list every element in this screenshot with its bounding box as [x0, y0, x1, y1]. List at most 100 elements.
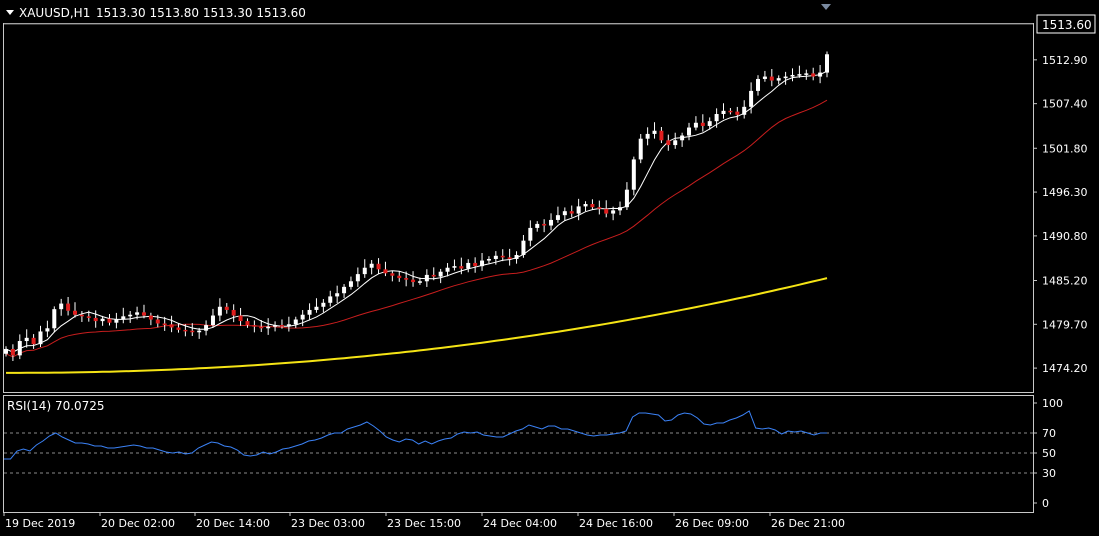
candle-body: [52, 309, 57, 329]
candle-body: [190, 330, 195, 333]
candle-body: [286, 324, 291, 326]
candle-body: [273, 325, 278, 327]
candle-body: [183, 329, 188, 332]
candle-body: [31, 337, 36, 345]
candle-body: [797, 74, 802, 76]
candle-body: [238, 315, 243, 322]
candle-body: [121, 316, 126, 320]
symbol-label: XAUUSD,H1: [19, 6, 90, 20]
candle-body: [66, 303, 71, 311]
rsi-tick-label: 30: [1042, 467, 1056, 480]
candle-body: [362, 267, 367, 275]
candle-body: [500, 255, 505, 258]
x-tick-label: 20 Dec 02:00: [101, 517, 175, 530]
candle-body: [86, 316, 91, 318]
candle-body: [176, 327, 181, 330]
candle-body: [693, 122, 698, 128]
candle-body: [141, 312, 146, 316]
candle-body: [818, 72, 823, 77]
candle-body: [493, 255, 498, 259]
candle-body: [369, 263, 374, 268]
candle-body: [135, 312, 140, 315]
candle-body: [348, 281, 353, 287]
candle-body: [742, 106, 747, 115]
candle-body: [266, 326, 271, 329]
candle-body: [259, 326, 264, 329]
y-tick-label: 1474.20: [1042, 362, 1088, 375]
candle-body: [597, 207, 602, 209]
candle-body: [611, 210, 616, 214]
candle-body: [210, 315, 215, 326]
candle-body: [245, 321, 250, 326]
candle-body: [100, 318, 105, 322]
candle-body: [776, 78, 781, 81]
candle-body: [590, 204, 595, 208]
candle-body: [79, 314, 84, 317]
candle-body: [376, 263, 381, 270]
ma-slow-line: [6, 277, 828, 374]
candle-body: [652, 130, 657, 134]
candle-body: [107, 318, 112, 323]
x-tick-label: 20 Dec 14:00: [196, 517, 270, 530]
candle-body: [618, 207, 623, 211]
candle-body: [604, 208, 609, 214]
candle-body: [562, 211, 567, 216]
candle-body: [473, 262, 478, 267]
rsi-tick-label: 50: [1042, 447, 1056, 460]
price-tag-text: 1513.60: [1042, 18, 1092, 32]
candle-body: [521, 240, 526, 255]
candle-body: [38, 331, 43, 345]
candle-body: [452, 266, 457, 268]
x-tick-label: 23 Dec 15:00: [387, 517, 461, 530]
y-tick-label: 1512.90: [1042, 54, 1088, 67]
ohlc-values: 1513.30 1513.80 1513.30 1513.60: [96, 6, 306, 20]
candle-body: [438, 271, 443, 277]
candle-body: [397, 275, 402, 279]
candle-body: [279, 325, 284, 327]
candle-body: [583, 204, 588, 207]
dropdown-arrow-icon[interactable]: [6, 10, 14, 15]
y-tick-label: 1501.80: [1042, 142, 1088, 155]
rsi-pane: [3, 395, 1034, 513]
candle-body: [204, 325, 209, 331]
rsi-tick-label: 70: [1042, 427, 1056, 440]
candle-body: [769, 76, 774, 81]
candle-body: [576, 206, 581, 214]
candle-body: [300, 314, 305, 320]
candle-body: [390, 273, 395, 276]
candle-body: [673, 140, 678, 146]
current-price-marker-icon: [821, 4, 831, 10]
candle-body: [10, 348, 15, 356]
candle-body: [659, 130, 664, 141]
candle-body: [825, 54, 829, 73]
x-tick-label: 24 Dec 04:00: [483, 517, 557, 530]
candle-body: [114, 319, 119, 323]
candle-body: [666, 140, 671, 146]
candle-body: [328, 296, 333, 303]
price-tag-box: [1036, 14, 1096, 34]
candle-body: [252, 325, 257, 327]
candle-body: [445, 267, 450, 272]
candle-body: [721, 110, 726, 115]
candle-body: [93, 317, 98, 322]
candle-body: [480, 260, 485, 267]
candle-body: [4, 348, 8, 354]
candle-body: [459, 266, 464, 269]
candle-body: [424, 274, 429, 282]
candle-body: [162, 323, 167, 325]
candle-body: [431, 274, 436, 277]
candle-body: [17, 341, 22, 356]
candle-body: [749, 90, 754, 107]
candle-body: [638, 138, 643, 160]
y-tick-label: 1507.40: [1042, 98, 1088, 111]
candle-body: [569, 211, 574, 214]
candle-body: [128, 314, 133, 317]
candle-body: [631, 159, 636, 190]
candle-body: [645, 133, 650, 139]
candle-body: [411, 279, 416, 283]
candle-body: [314, 306, 319, 310]
y-tick-label: 1479.70: [1042, 318, 1088, 331]
candle-body: [335, 293, 340, 297]
candle-body: [535, 223, 540, 228]
candle-body: [466, 262, 471, 269]
